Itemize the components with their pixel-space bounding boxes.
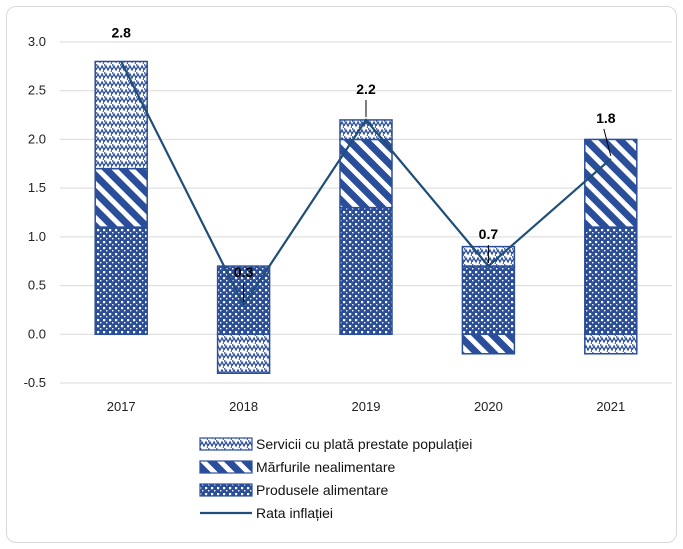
bar-segment-zigzag (584, 333, 638, 355)
bar-segment-dots (339, 206, 393, 336)
bar-segment-diagonal-stripes (584, 138, 638, 228)
bars (94, 60, 638, 375)
x-tick-label: 2020 (474, 399, 503, 414)
legend: Servicii cu plată prestate populației Măr… (199, 436, 472, 521)
bar-segment-diagonal-stripes (461, 333, 516, 355)
x-tick-label: 2019 (352, 399, 381, 414)
y-tick-label: -0.5 (24, 375, 46, 390)
legend-label: Servicii cu plată prestate populației (256, 436, 472, 452)
y-tick-label: 0.5 (28, 278, 46, 293)
bar-segment-diagonal-stripes (94, 167, 148, 228)
data-label: 0.3 (234, 264, 254, 280)
x-tick-label: 2018 (229, 399, 258, 414)
labels: -0.5 0.0 0.5 1.0 1.5 2.0 2.5 3.0 2017 2018 2019 202… (24, 24, 626, 414)
data-label: 2.8 (111, 24, 131, 40)
data-label: 2.2 (356, 81, 376, 97)
bar-segment-diagonal-stripes (339, 138, 393, 209)
legend-label: Rata inflației (256, 505, 333, 521)
inflation-line-layer (120, 60, 612, 308)
x-tick-label: 2021 (596, 399, 625, 414)
y-tick-label: 1.5 (28, 180, 46, 195)
data-label-leader (603, 128, 612, 157)
data-label: 0.7 (479, 226, 499, 242)
y-tick-label: 0.0 (28, 326, 46, 341)
bar-segment-dots (461, 265, 516, 336)
bar-segment-zigzag (216, 333, 271, 375)
inflation-line (120, 60, 612, 308)
bar-segment-zigzag (94, 60, 148, 170)
y-tick-label: 1.0 (28, 229, 46, 244)
y-tick-label: 3.0 (28, 34, 46, 49)
y-tick-label: 2.0 (28, 131, 46, 146)
bar-segment-dots (584, 226, 638, 336)
legend-label: Mărfurile nealimentare (256, 459, 395, 475)
legend-swatch-dots (199, 483, 253, 497)
y-tick-label: 2.5 (28, 83, 46, 98)
legend-swatch-zigzag (199, 437, 253, 451)
x-tick-label: 2017 (107, 399, 136, 414)
data-label: 1.8 (596, 110, 616, 126)
bar-segment-dots (94, 226, 148, 336)
legend-swatch-diagonal-stripes (199, 460, 253, 474)
legend-label: Produsele alimentare (256, 482, 389, 498)
bar-segment-zigzag (339, 119, 393, 141)
